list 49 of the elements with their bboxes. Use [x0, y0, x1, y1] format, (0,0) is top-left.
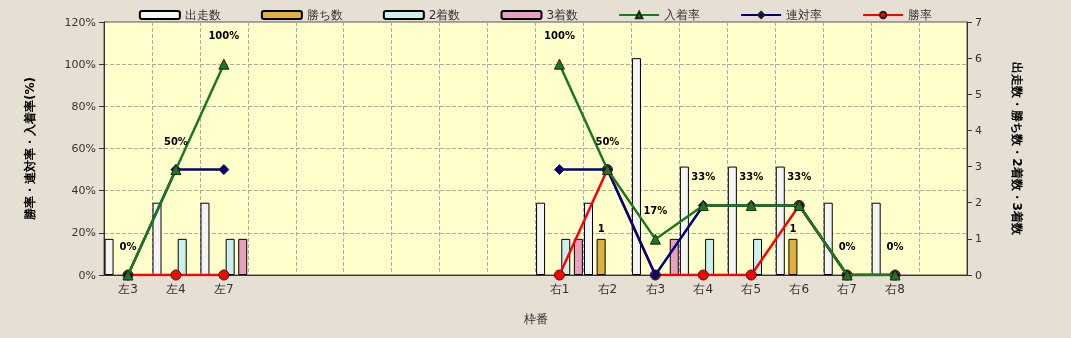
legend-label: 出走数 — [184, 8, 221, 22]
x-tick-label: 右5 — [741, 282, 762, 296]
y-tick-label: 0% — [78, 268, 96, 282]
data-label: 100% — [544, 30, 575, 42]
x-tick-label: 左3 — [118, 282, 138, 296]
x-tick-label: 左4 — [166, 282, 186, 296]
data-label: 33% — [787, 171, 812, 183]
data-label: 50% — [595, 135, 620, 147]
y2-tick-label: 6 — [975, 51, 982, 65]
legend-label: 勝率 — [908, 8, 933, 22]
y-tick-label: 20% — [71, 226, 96, 240]
data-label: 33% — [691, 171, 716, 183]
data-label: 1 — [597, 223, 605, 235]
y2-tick-label: 5 — [975, 87, 982, 101]
data-label: 0% — [119, 241, 137, 252]
legend-label: 勝ち数 — [306, 8, 343, 22]
y2-tick-label: 3 — [975, 160, 982, 174]
y2-tick-label: 7 — [975, 15, 982, 29]
x-tick-label: 右4 — [693, 282, 714, 296]
x-tick-label: 左7 — [214, 282, 234, 296]
data-label: 17% — [643, 205, 668, 217]
legend-label: 3着数 — [546, 8, 579, 22]
legend-label: 2着数 — [428, 8, 461, 22]
data-label: 1 — [789, 223, 797, 235]
data-label: 33% — [739, 171, 764, 183]
legend-label: 連対率 — [786, 8, 823, 22]
y2-tick-label: 2 — [975, 196, 982, 210]
legend-label: 入着率 — [664, 8, 701, 22]
data-label: 100% — [208, 30, 240, 42]
data-label: 0% — [838, 241, 856, 252]
y-tick-label: 120% — [64, 15, 96, 29]
y-tick-label: 40% — [71, 184, 96, 198]
y-axis-title: 勝率・連対率・入着率(%) — [23, 77, 37, 221]
y2-tick-label: 4 — [975, 123, 982, 137]
y-tick-label: 80% — [71, 99, 96, 113]
x-tick-label: 右7 — [837, 282, 857, 296]
data-label: 50% — [163, 135, 188, 147]
y-tick-label: 100% — [64, 57, 96, 71]
data-label: 0% — [886, 241, 904, 252]
x-tick-label: 右1 — [549, 282, 570, 296]
x-axis-title: 枠番 — [522, 312, 548, 326]
x-tick-label: 右6 — [789, 282, 810, 296]
y2-tick-label: 0 — [975, 268, 982, 282]
x-tick-label: 右8 — [885, 282, 905, 296]
y-tick-label: 60% — [71, 142, 96, 155]
y2-axis-title: 出走数・勝ち数・2着数・3着数 — [1010, 62, 1024, 236]
x-tick-label: 右2 — [597, 282, 618, 296]
x-tick-label: 右3 — [645, 282, 666, 296]
y2-tick-label: 1 — [975, 232, 982, 246]
